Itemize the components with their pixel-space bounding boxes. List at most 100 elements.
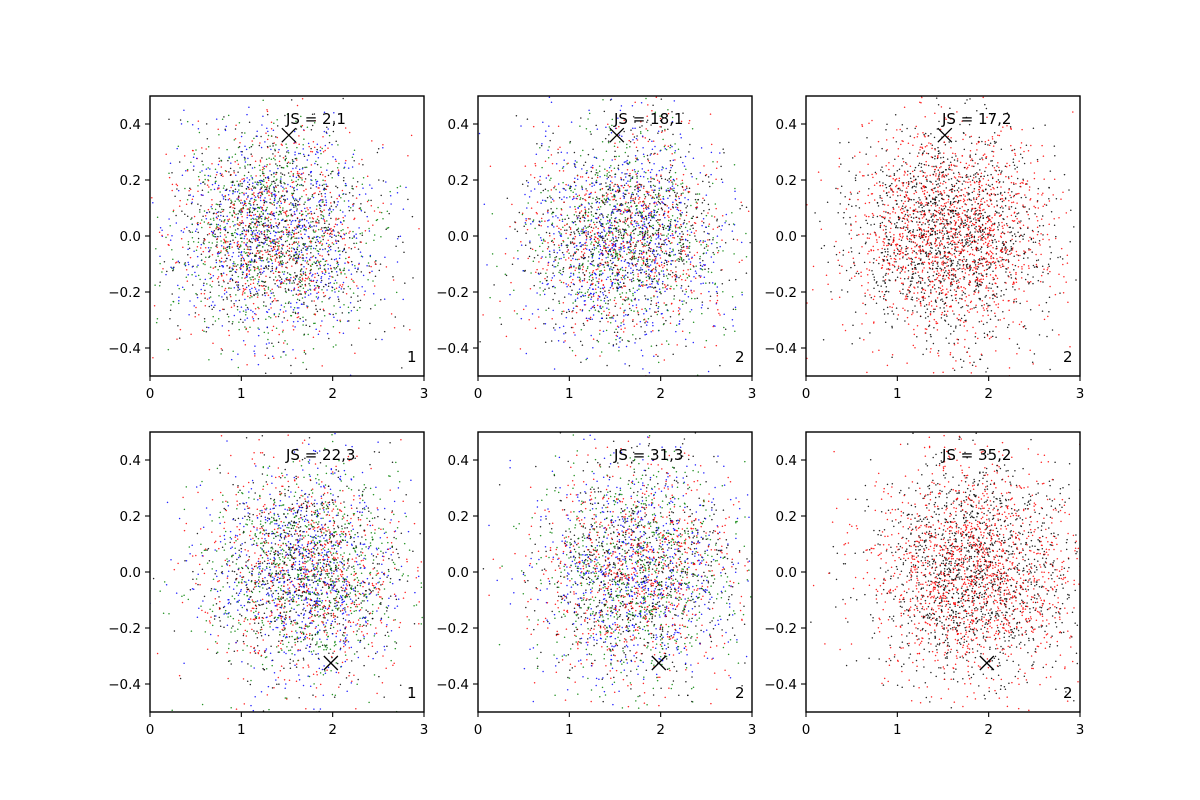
scatter-point (343, 247, 346, 250)
scatter-point (285, 252, 288, 255)
scatter-point (630, 219, 633, 222)
scatter-point (550, 240, 553, 242)
scatter-point (544, 220, 546, 222)
scatter-point (215, 216, 218, 218)
scatter-point (304, 245, 306, 248)
scatter-point (247, 157, 249, 160)
scatter-point (631, 271, 634, 274)
scatter-point (262, 222, 265, 225)
scatter-point (702, 180, 704, 183)
scatter-point (633, 141, 636, 144)
scatter-point (551, 264, 554, 267)
scatter-point (211, 183, 214, 186)
scatter-point (273, 279, 275, 281)
scatter-point (625, 220, 628, 223)
scatter-point (178, 300, 180, 302)
y-tick-label: 0.4 (120, 117, 141, 133)
scatter-point (374, 275, 377, 278)
scatter-point (342, 193, 344, 196)
scatter-point (185, 169, 187, 172)
scatter-point (191, 273, 193, 276)
scatter-point (644, 225, 646, 228)
scatter-point (555, 188, 557, 191)
scatter-point (277, 315, 280, 318)
scatter-point (192, 240, 195, 243)
scatter-point (570, 326, 573, 329)
scatter-point (176, 261, 178, 263)
scatter-point (603, 297, 606, 299)
scatter-point (248, 121, 251, 124)
scatter-point (322, 214, 324, 217)
scatter-point (672, 248, 674, 251)
scatter-point (542, 189, 545, 192)
scatter-point (252, 207, 254, 209)
scatter-point (230, 162, 232, 164)
scatter-point (291, 186, 294, 188)
scatter-point (588, 109, 590, 112)
scatter-point (298, 221, 300, 224)
scatter-point (580, 295, 582, 298)
scatter-point (590, 166, 592, 168)
scatter-point (248, 222, 251, 225)
scatter-point (342, 269, 344, 272)
scatter-point (353, 235, 355, 237)
scatter-point (262, 212, 264, 215)
scatter-point (197, 127, 200, 130)
scatter-point (189, 194, 192, 196)
scatter-point (229, 226, 231, 228)
scatter-point (314, 276, 316, 279)
scatter-point (315, 304, 317, 307)
scatter-point (709, 185, 711, 188)
scatter-point (258, 180, 261, 182)
scatter-point (584, 294, 587, 297)
scatter-point (569, 140, 572, 143)
scatter-point (709, 299, 711, 302)
scatter-point (342, 97, 344, 100)
scatter-point (276, 119, 278, 121)
scatter-point (593, 304, 595, 307)
scatter-point (262, 224, 265, 227)
scatter-point (564, 224, 566, 227)
scatter-point (200, 300, 202, 303)
scatter-point (390, 203, 392, 205)
scatter-point (242, 290, 245, 293)
scatter-point (317, 296, 320, 299)
scatter-point (647, 140, 650, 143)
scatter-point (575, 211, 577, 213)
scatter-point (664, 130, 666, 132)
scatter-point (588, 225, 591, 228)
scatter-point (671, 188, 673, 190)
scatter-point (243, 241, 245, 244)
scatter-point (544, 199, 546, 202)
scatter-point (604, 290, 606, 292)
scatter-point (579, 280, 581, 283)
scatter-point (611, 257, 614, 260)
scatter-point (260, 210, 263, 213)
scatter-point (267, 332, 270, 334)
scatter-point (298, 299, 301, 302)
scatter-point (536, 201, 539, 203)
scatter-point (389, 190, 391, 193)
scatter-point (268, 186, 271, 188)
scatter-point (299, 224, 301, 227)
scatter-point (213, 230, 216, 232)
scatter-point (652, 140, 655, 142)
scatter-point (151, 196, 153, 199)
scatter-point (315, 225, 318, 227)
scatter-point (327, 245, 330, 248)
scatter-point (247, 295, 249, 298)
scatter-point (681, 278, 683, 281)
scatter-point (293, 259, 295, 261)
scatter-point (298, 250, 300, 253)
scatter-point (310, 164, 313, 166)
scatter-point (301, 210, 303, 212)
scatter-point (325, 204, 327, 206)
scatter-point (652, 215, 655, 217)
scatter-point (600, 183, 602, 185)
scatter-point (264, 224, 266, 227)
scatter-point (613, 240, 615, 243)
scatter-point (547, 282, 549, 285)
scatter-point (205, 256, 207, 259)
scatter-point (261, 206, 264, 209)
scatter-point (626, 159, 628, 162)
